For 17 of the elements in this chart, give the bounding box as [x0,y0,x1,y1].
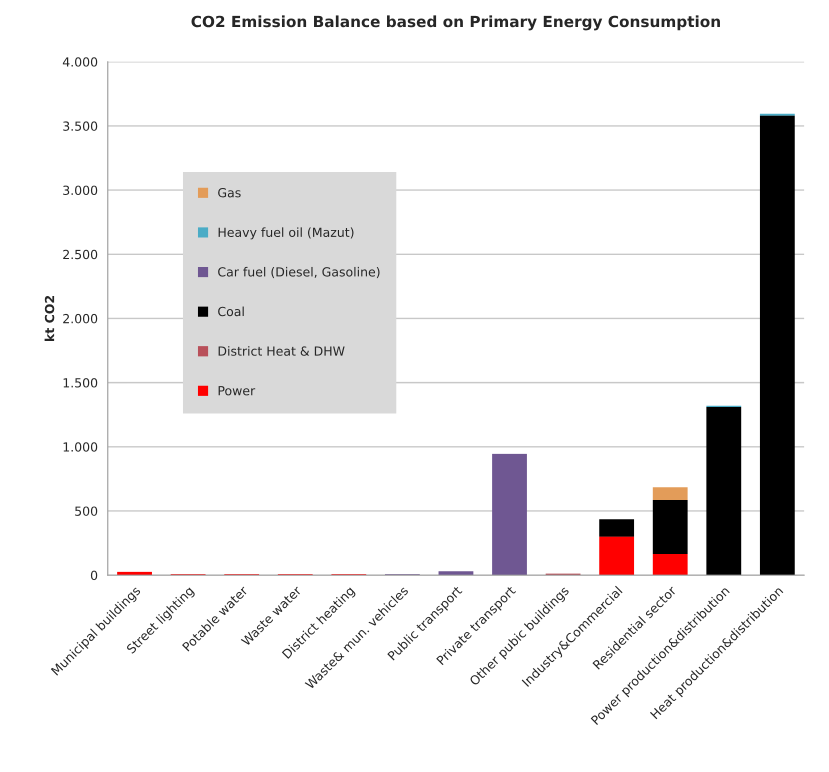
y-tick-label: 4.000 [62,57,98,67]
chart-title: CO2 Emission Balance based on Primary Energy Consumption [192,15,720,30]
y-tick-label: 3.000 [63,186,98,196]
y-tick-label: 3.500 [63,121,98,131]
legend-label: Heavy fuel oil (Mazut) [218,227,354,240]
legend-label: District Heat & DHW [218,346,345,356]
y-tick-label: 2.000 [63,314,98,324]
y-tick-label: 2.500 [63,250,98,260]
y-tick-label: 0 [90,570,98,580]
y-tick-label: 1.000 [64,442,98,452]
legend-label: Car fuel (Diesel, Gasoline) [218,266,380,278]
legend-label: Gas [218,188,241,198]
y-tick-label: 500 [75,506,98,516]
y-axis-title: kt CO2 [44,296,54,341]
legend-label: Power [218,386,256,396]
legend-label: Coal [218,306,244,316]
y-tick-label: 1.500 [64,378,98,388]
